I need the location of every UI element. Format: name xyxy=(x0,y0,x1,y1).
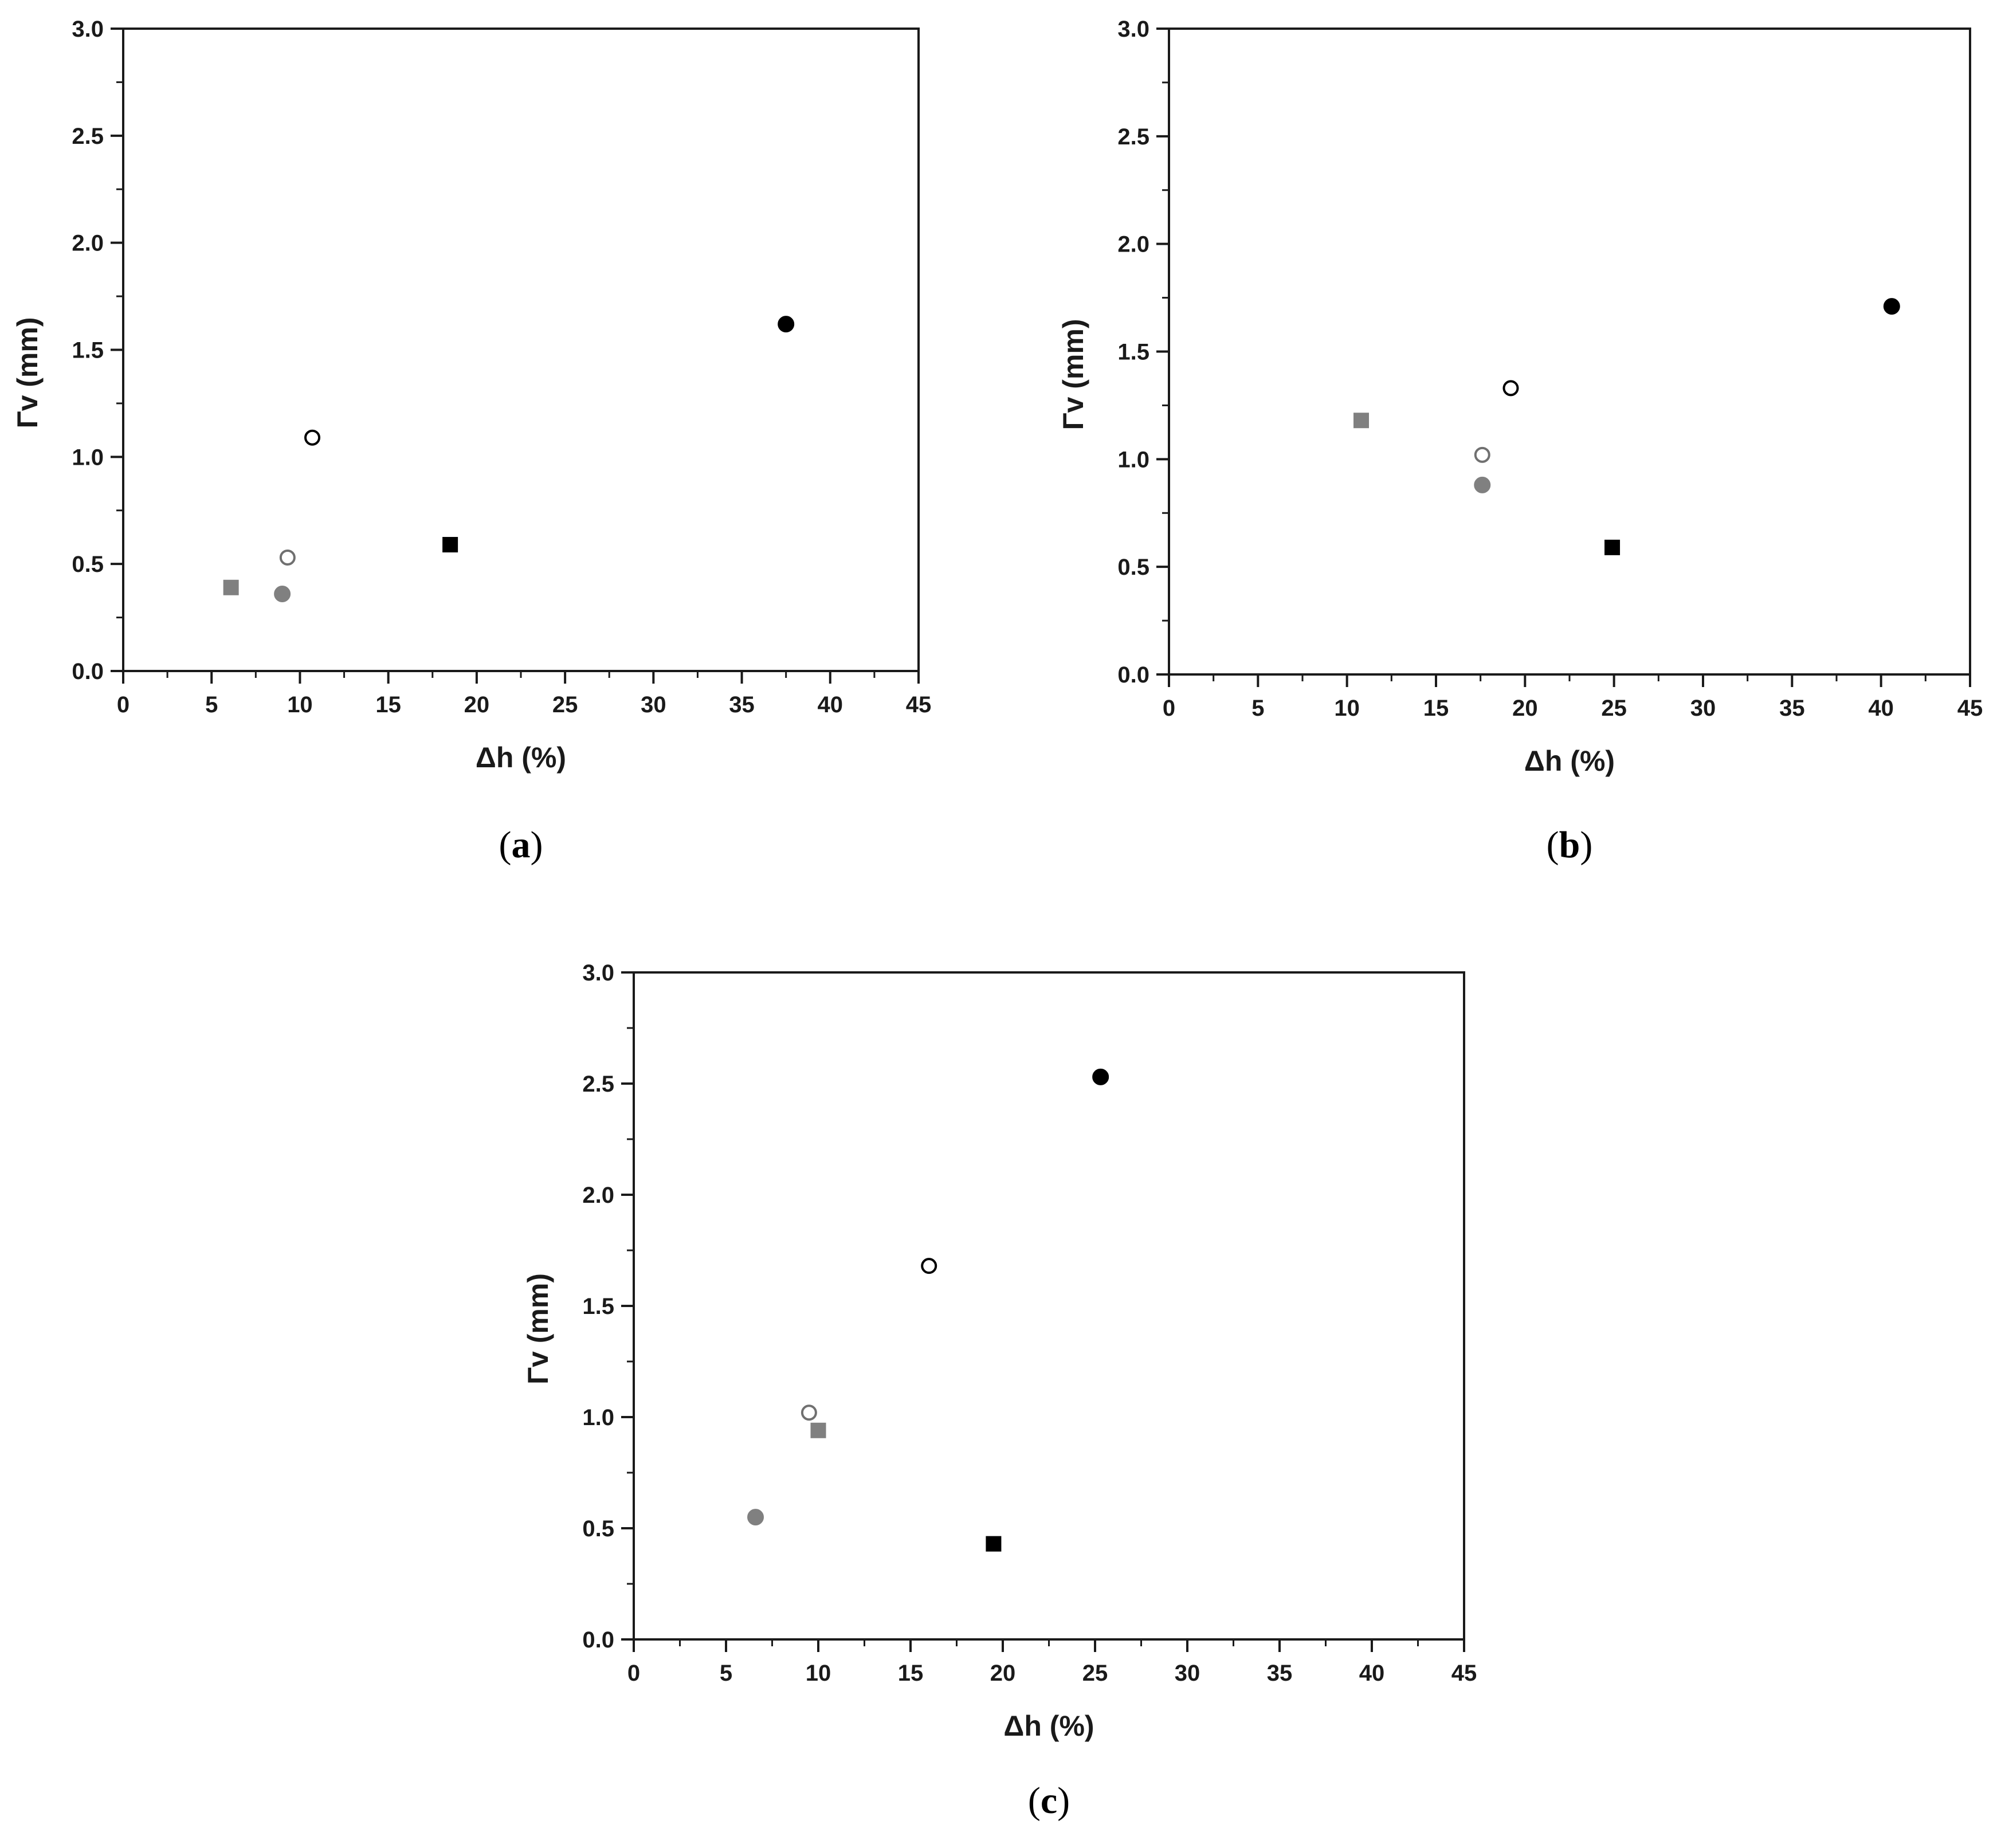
y-tick-label: 2.5 xyxy=(1117,124,1149,150)
y-tick-label: 0.0 xyxy=(582,1627,614,1653)
x-tick-label: 20 xyxy=(990,1661,1016,1686)
data-point-square xyxy=(223,579,239,595)
x-tick-label: 45 xyxy=(906,692,932,717)
y-axis-label: Γv (mm) xyxy=(522,1273,554,1384)
plot-frame xyxy=(633,971,1465,1641)
y-tick-label: 3.0 xyxy=(1117,17,1149,42)
y-tick-label: 0.0 xyxy=(1117,662,1149,688)
data-point-open-circle xyxy=(921,1258,937,1274)
x-tick-label: 35 xyxy=(729,692,755,717)
y-tick-label: 2.0 xyxy=(72,231,104,256)
plot-frame xyxy=(1168,28,1971,676)
chart-panel-c: 0 5 10 15 20 25 30 35 40 45 0.0 0.5 1.0 1.5 2.0 2.5 3.0 Δ… xyxy=(522,960,1477,1822)
x-tick-label: 5 xyxy=(720,1661,732,1686)
chart-panel-b: 0 5 10 15 20 25 30 35 40 45 0.0 0.5 1.0 1.5 2.0 2.5 3.0 Δ… xyxy=(1057,17,1983,866)
x-tick-label: 35 xyxy=(1267,1661,1293,1686)
data-point-open-circle xyxy=(1474,446,1490,463)
x-tick-label: 15 xyxy=(1423,696,1449,721)
y-tick-label: 3.0 xyxy=(72,17,104,42)
x-tick-label: 10 xyxy=(287,692,313,717)
x-tick-label: 5 xyxy=(205,692,218,717)
y-tick-label: 1.5 xyxy=(72,338,104,363)
y-tick-label: 3.0 xyxy=(582,960,614,986)
x-axis-label: Δh (%) xyxy=(476,741,566,774)
x-tick-label: 20 xyxy=(1512,696,1538,721)
plot-frame xyxy=(122,28,920,672)
x-tick-label: 0 xyxy=(627,1661,640,1686)
panel-caption: (a) xyxy=(499,824,543,866)
panel-caption: (c) xyxy=(1028,1780,1070,1822)
data-point-circle xyxy=(778,316,795,333)
y-tick-label: 0.5 xyxy=(1117,555,1149,580)
data-point-open-circle xyxy=(801,1404,817,1421)
y-tick-label: 0.5 xyxy=(72,552,104,577)
x-tick-label: 0 xyxy=(1163,696,1175,721)
data-point-circle xyxy=(274,585,291,602)
y-tick-label: 1.5 xyxy=(1117,340,1149,365)
x-tick-label: 20 xyxy=(464,692,490,717)
x-tick-label: 25 xyxy=(552,692,578,717)
data-point-open-circle xyxy=(304,429,321,446)
data-point-circle xyxy=(1474,476,1491,493)
x-tick-label: 40 xyxy=(1359,1661,1385,1686)
data-point-square xyxy=(1353,413,1370,429)
y-axis-label: Γv (mm) xyxy=(1057,319,1089,430)
x-tick-label: 0 xyxy=(117,692,130,717)
y-tick-label: 2.5 xyxy=(72,124,104,149)
data-point-circle xyxy=(1883,298,1900,315)
chart-panel-a: 0 5 10 15 20 25 30 35 40 45 0.0 0.5 1.0 1.5 2.0 2.5 3.0 Δ… xyxy=(11,17,931,866)
y-tick-label: 1.5 xyxy=(582,1294,614,1319)
panel-caption: (b) xyxy=(1547,824,1593,866)
y-tick-label: 2.0 xyxy=(1117,232,1149,257)
data-point-open-circle xyxy=(279,549,296,566)
x-tick-label: 30 xyxy=(1175,1661,1200,1686)
data-point-circle xyxy=(1092,1068,1109,1085)
x-tick-label: 45 xyxy=(1957,696,1983,721)
y-tick-label: 0.5 xyxy=(582,1516,614,1541)
y-tick-label: 1.0 xyxy=(582,1405,614,1430)
data-point-square xyxy=(1604,539,1621,555)
y-tick-label: 2.5 xyxy=(582,1072,614,1097)
y-tick-label: 2.0 xyxy=(582,1183,614,1208)
data-point-square xyxy=(442,537,458,553)
data-point-square xyxy=(810,1422,826,1438)
x-tick-label: 10 xyxy=(806,1661,831,1686)
x-tick-label: 25 xyxy=(1601,696,1627,721)
x-tick-label: 45 xyxy=(1451,1661,1477,1686)
x-tick-label: 30 xyxy=(641,692,666,717)
x-tick-label: 15 xyxy=(375,692,401,717)
x-tick-label: 5 xyxy=(1251,696,1264,721)
y-axis-label: Γv (mm) xyxy=(11,317,44,429)
x-tick-label: 40 xyxy=(1868,696,1894,721)
x-tick-label: 10 xyxy=(1334,696,1360,721)
data-point-circle xyxy=(747,1509,764,1526)
data-point-open-circle xyxy=(1502,380,1519,397)
x-axis-label: Δh (%) xyxy=(1003,1710,1094,1742)
x-tick-label: 35 xyxy=(1779,696,1805,721)
x-axis-label: Δh (%) xyxy=(1524,745,1615,777)
y-tick-label: 1.0 xyxy=(1117,447,1149,472)
x-tick-label: 15 xyxy=(898,1661,924,1686)
x-tick-label: 40 xyxy=(818,692,843,717)
y-tick-label: 0.0 xyxy=(72,659,104,684)
data-point-square xyxy=(986,1536,1002,1552)
y-tick-label: 1.0 xyxy=(72,445,104,470)
x-tick-label: 30 xyxy=(1690,696,1716,721)
x-tick-label: 25 xyxy=(1082,1661,1108,1686)
